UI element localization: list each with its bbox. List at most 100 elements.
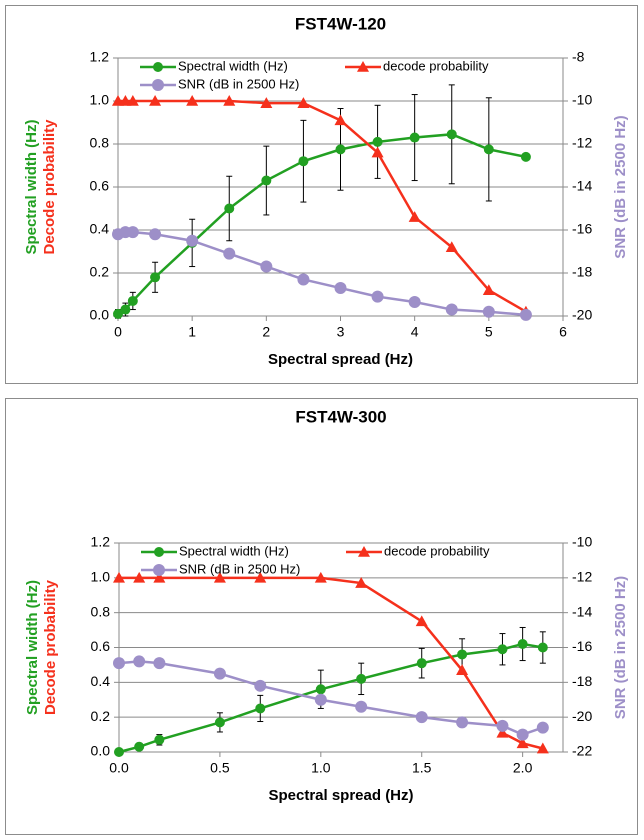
marker bbox=[297, 97, 310, 108]
marker bbox=[357, 61, 369, 72]
y2-tick-label: -20 bbox=[572, 307, 592, 323]
y-tick-label: 0.0 bbox=[90, 307, 110, 323]
marker bbox=[186, 234, 199, 247]
marker bbox=[482, 305, 495, 318]
marker bbox=[154, 734, 165, 745]
marker bbox=[415, 615, 428, 627]
x-tick-label: 4 bbox=[411, 324, 419, 340]
y2-tick-label: -8 bbox=[572, 49, 585, 65]
marker bbox=[223, 247, 236, 260]
legend-label: Spectral width (Hz) bbox=[178, 58, 288, 73]
marker bbox=[298, 156, 309, 167]
y2-tick-label: -10 bbox=[572, 534, 592, 550]
marker bbox=[223, 95, 236, 106]
y2-tick-label: -14 bbox=[572, 178, 592, 194]
marker bbox=[153, 571, 166, 583]
marker bbox=[516, 728, 529, 741]
marker bbox=[483, 144, 494, 155]
marker bbox=[213, 571, 226, 583]
marker bbox=[315, 684, 326, 695]
marker bbox=[150, 272, 161, 283]
marker bbox=[335, 144, 346, 155]
marker bbox=[371, 290, 384, 303]
legend-label: SNR (dB in 2500 Hz) bbox=[179, 561, 300, 576]
series-line bbox=[118, 99, 527, 313]
legend-label: decode probability bbox=[383, 58, 489, 73]
y-tick-label: 0.4 bbox=[91, 673, 111, 689]
marker bbox=[355, 700, 368, 713]
y2-axis-label: SNR (dB in 2500 Hz) bbox=[612, 115, 629, 258]
marker bbox=[334, 114, 347, 126]
y2-axis-label: SNR (dB in 2500 Hz) bbox=[612, 576, 629, 719]
y2-tick-label: -12 bbox=[572, 569, 592, 585]
legend-label: SNR (dB in 2500 Hz) bbox=[178, 76, 299, 91]
marker bbox=[153, 564, 165, 576]
y-tick-label: 0.2 bbox=[91, 708, 111, 724]
marker bbox=[415, 711, 428, 724]
x-axis-label: Spectral spread (Hz) bbox=[268, 351, 413, 368]
marker bbox=[120, 304, 131, 315]
marker bbox=[355, 577, 368, 588]
marker bbox=[152, 79, 164, 91]
x-tick-label: 2 bbox=[262, 324, 270, 340]
y2-tick-label: -12 bbox=[572, 135, 592, 151]
marker bbox=[127, 295, 138, 306]
y-axis-label: Decode probability bbox=[42, 579, 59, 715]
marker bbox=[445, 241, 458, 252]
marker bbox=[113, 308, 123, 319]
marker bbox=[356, 673, 367, 684]
marker bbox=[536, 721, 549, 734]
marker bbox=[113, 657, 125, 670]
marker bbox=[133, 571, 146, 583]
marker bbox=[154, 547, 164, 557]
y-tick-label: 1.2 bbox=[90, 49, 110, 65]
marker bbox=[255, 703, 266, 714]
x-axis-label: Spectral spread (Hz) bbox=[268, 787, 413, 804]
y-tick-label: 0.6 bbox=[90, 178, 110, 194]
marker bbox=[409, 132, 420, 143]
marker bbox=[445, 303, 458, 316]
marker bbox=[213, 667, 226, 680]
chart-frame bbox=[5, 5, 638, 384]
y-axis-label: Spectral width (Hz) bbox=[23, 119, 40, 254]
marker bbox=[149, 228, 162, 241]
marker bbox=[408, 296, 421, 309]
marker bbox=[260, 260, 273, 273]
y2-tick-label: -16 bbox=[572, 638, 592, 654]
y-tick-label: 1.0 bbox=[91, 569, 111, 585]
chart-title: FST4W-120 bbox=[295, 14, 386, 33]
marker bbox=[186, 95, 199, 106]
y-axis-label: Decode probability bbox=[41, 119, 58, 255]
marker bbox=[536, 742, 549, 754]
marker bbox=[371, 146, 384, 158]
marker bbox=[297, 273, 310, 286]
x-tick-label: 0 bbox=[114, 324, 122, 340]
marker bbox=[254, 679, 267, 692]
y-tick-label: 0.8 bbox=[90, 135, 110, 151]
y2-tick-label: -20 bbox=[572, 708, 592, 724]
y2-tick-label: -10 bbox=[572, 92, 592, 108]
x-tick-label: 1 bbox=[188, 324, 196, 340]
x-tick-label: 0.0 bbox=[109, 760, 129, 776]
marker bbox=[457, 649, 468, 660]
y-axis-label: Spectral width (Hz) bbox=[24, 580, 41, 715]
marker bbox=[126, 95, 139, 106]
marker bbox=[314, 571, 327, 583]
marker bbox=[416, 658, 427, 669]
y-tick-label: 1.0 bbox=[90, 92, 110, 108]
series-line bbox=[117, 133, 527, 315]
marker bbox=[314, 693, 327, 706]
x-tick-label: 6 bbox=[559, 324, 567, 340]
chart-frame bbox=[5, 398, 638, 835]
marker bbox=[519, 308, 532, 321]
marker bbox=[496, 719, 509, 732]
marker bbox=[149, 95, 162, 106]
marker bbox=[153, 62, 163, 72]
marker bbox=[456, 664, 469, 675]
marker bbox=[114, 747, 124, 757]
marker bbox=[133, 655, 146, 668]
marker bbox=[517, 639, 528, 650]
y-tick-label: 0.4 bbox=[90, 221, 110, 237]
y2-tick-label: -22 bbox=[572, 743, 592, 759]
